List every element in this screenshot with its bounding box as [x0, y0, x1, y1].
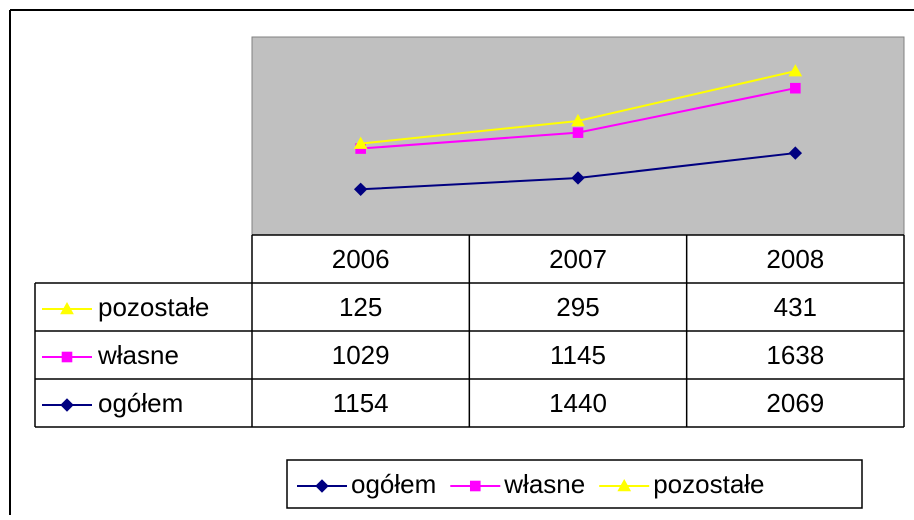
table-value: 431 [774, 292, 817, 322]
marker [315, 479, 329, 493]
table-value: 295 [556, 292, 599, 322]
marker [571, 171, 585, 185]
marker [60, 301, 74, 315]
table-value: 2069 [766, 388, 824, 418]
marker [353, 136, 368, 149]
table-value: 1154 [333, 388, 389, 418]
table-header: 2007 [549, 244, 607, 274]
table-value: 1029 [332, 340, 390, 370]
table-header: 2006 [332, 244, 390, 274]
row-label: pozostałe [98, 292, 209, 322]
marker [61, 351, 73, 363]
table-value: 1638 [766, 340, 824, 370]
legend-box [286, 459, 863, 509]
legend-label: własne [503, 469, 585, 499]
table-value: 1145 [550, 340, 606, 370]
legend-label: ogółem [351, 469, 436, 499]
table-value: 125 [339, 292, 382, 322]
table-header: 2008 [766, 244, 824, 274]
marker [572, 127, 584, 138]
marker [788, 64, 803, 77]
marker [571, 113, 585, 127]
row-label: własne [97, 340, 179, 370]
marker [790, 82, 801, 94]
marker [353, 182, 368, 197]
row-label: ogółem [98, 388, 183, 418]
marker [788, 146, 803, 160]
marker [617, 478, 632, 492]
table-value: 1440 [549, 388, 607, 418]
marker [60, 398, 74, 412]
marker [469, 480, 481, 492]
legend-label: pozostałe [653, 469, 764, 499]
